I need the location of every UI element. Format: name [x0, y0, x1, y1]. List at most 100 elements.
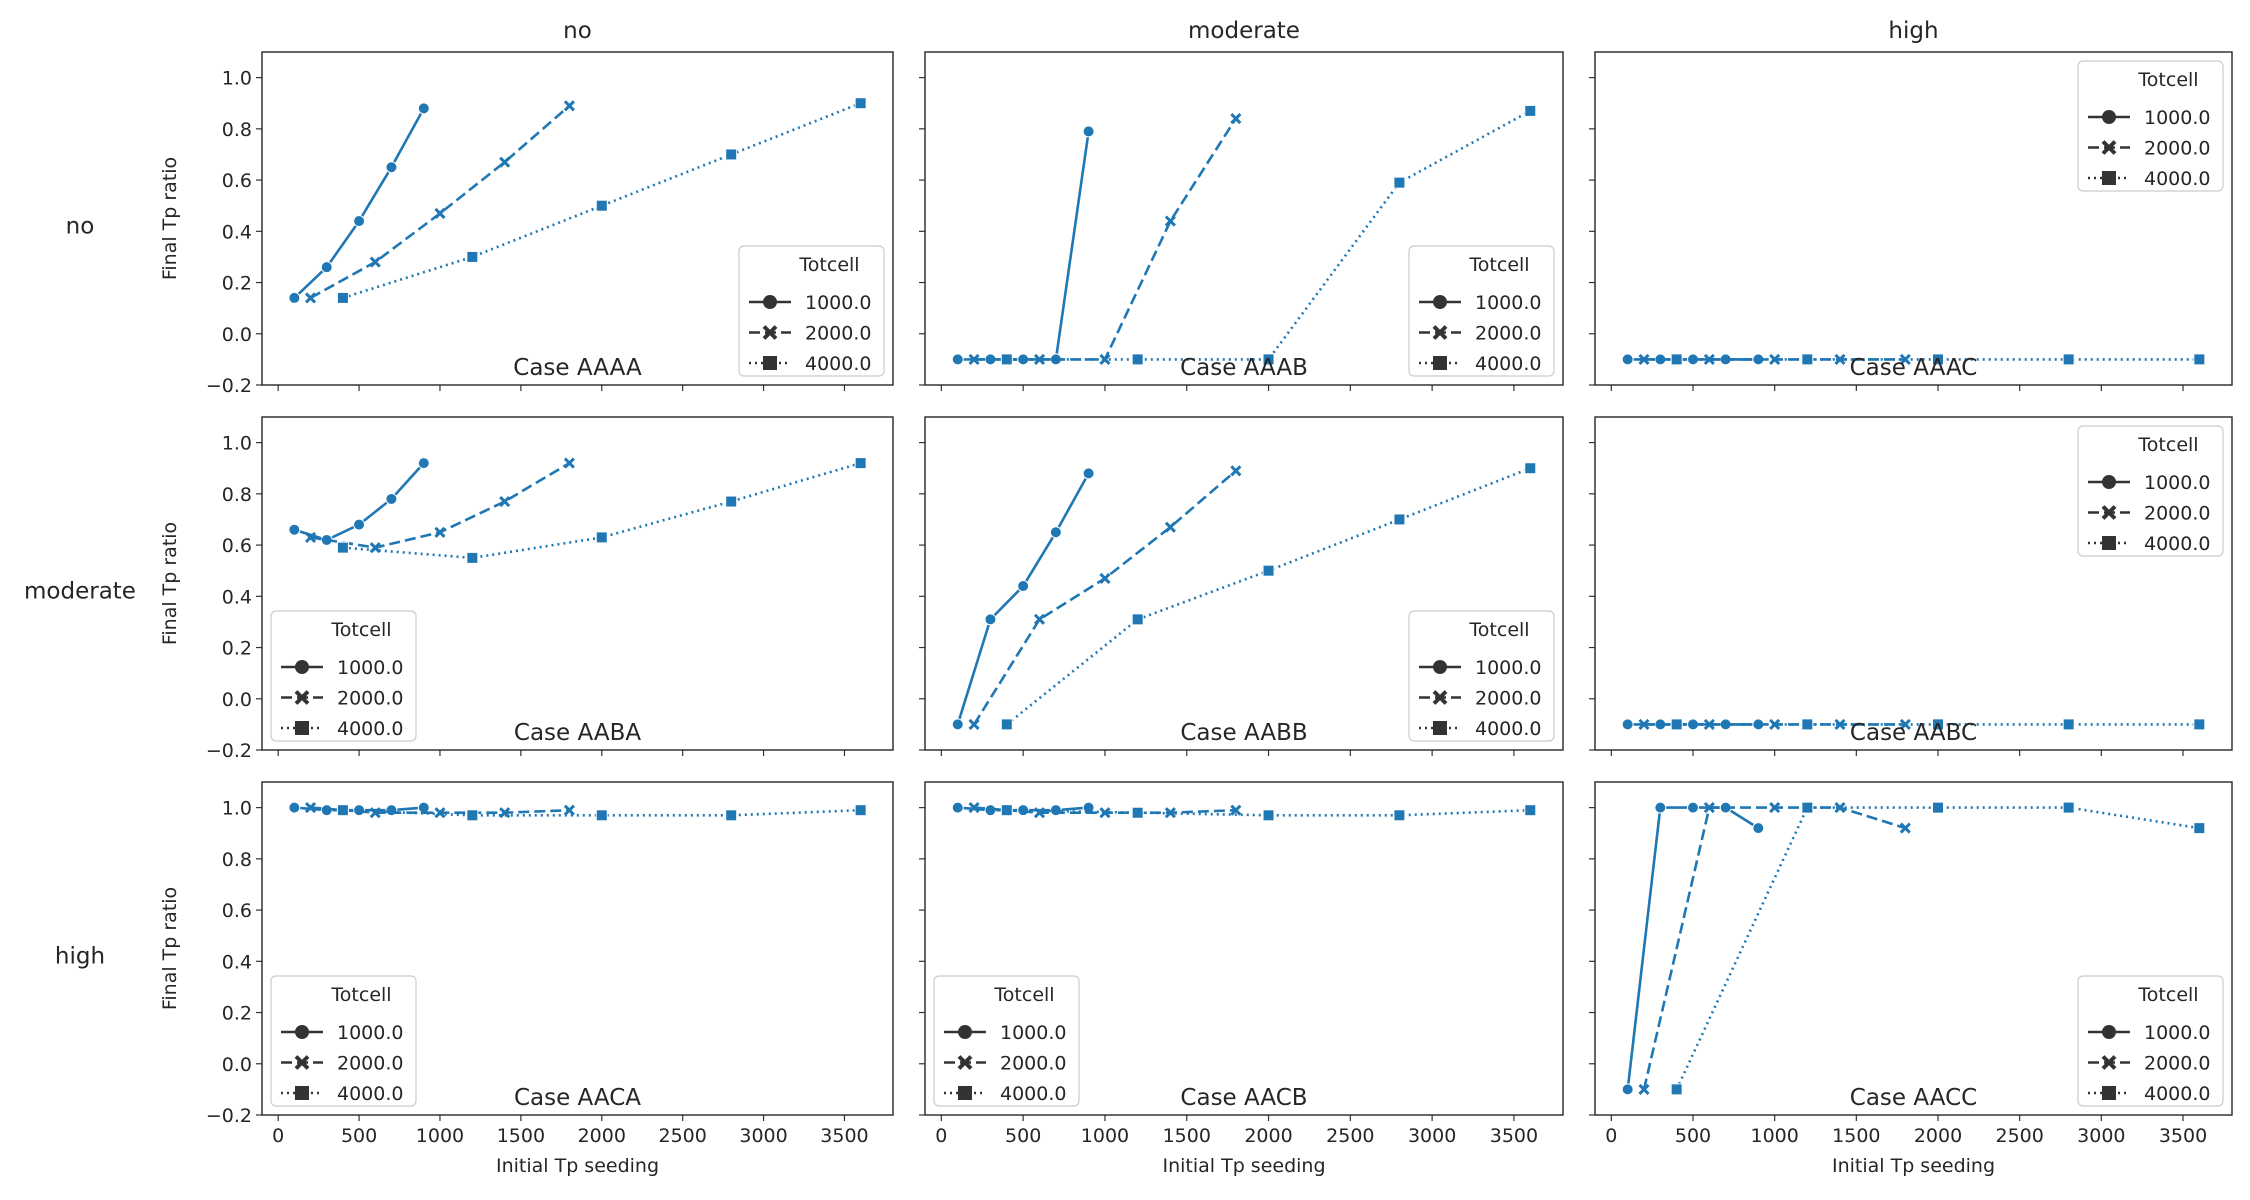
legend-box: [1408, 610, 1555, 742]
x-axis-label: Initial Tp seeding: [1832, 1155, 1995, 1177]
data-point: [1801, 801, 1814, 814]
legend-label: 2000.0: [1000, 1053, 1066, 1075]
data-point: [336, 291, 349, 304]
data-point: [968, 802, 980, 814]
data-point: [2193, 718, 2206, 731]
y-tick-label: 0.0: [222, 1054, 252, 1076]
x-tick-label: 2500: [1326, 1125, 1374, 1147]
legend-marker: [295, 1086, 309, 1100]
data-point: [288, 801, 301, 814]
data-point: [725, 809, 738, 822]
y-tick-label: −0.2: [206, 740, 252, 762]
data-point: [951, 718, 964, 731]
x-tick-label: 1000: [1081, 1125, 1129, 1147]
data-point: [1230, 804, 1242, 816]
series-line: [957, 131, 1090, 361]
panel: Case AAAB Totcell 1000.0 2000.0 4000.0: [919, 51, 1564, 391]
case-label: Case AAAB: [1180, 355, 1308, 381]
panel-frame: [924, 51, 1564, 386]
data-point: [595, 809, 608, 822]
data-point: [1033, 807, 1046, 819]
data-point: [1899, 822, 1911, 834]
legend-label: 4000.0: [337, 1083, 403, 1105]
data-point: [466, 551, 479, 564]
legend-label: 4000.0: [2144, 1083, 2210, 1105]
series-line: [342, 461, 861, 560]
data-point: [1932, 353, 1944, 366]
data-point: [385, 161, 398, 174]
data-point: [385, 492, 398, 505]
data-point: [288, 523, 301, 536]
panel-frame: [261, 416, 894, 751]
data-point: [1131, 806, 1144, 819]
data-point: [1000, 718, 1013, 731]
x-tick-label: 1500: [1163, 1125, 1211, 1147]
panel: 0 500 1000 1500 2000 2500 3000 3500 Case AACB Tot…: [919, 781, 1564, 1147]
legend-label: 2000.0: [805, 323, 871, 345]
y-tick-label: 0.4: [222, 586, 252, 608]
y-axis-label: Final Tp ratio: [159, 887, 181, 1010]
case-label: Case AABC: [1850, 720, 1977, 746]
case-label: Case AACA: [514, 1085, 641, 1111]
legend-marker: [1432, 325, 1448, 340]
data-point: [466, 809, 479, 822]
data-point: [1670, 353, 1683, 366]
legend-label: 2000.0: [1475, 688, 1541, 710]
data-point: [854, 457, 867, 470]
data-point: [1082, 125, 1095, 138]
panel: 0 500 1000 1500 2000 2500 3000 3500 Case AACC Tot…: [1589, 781, 2233, 1147]
data-point: [1164, 215, 1176, 227]
legend-title: Totcell: [330, 984, 391, 1006]
legend-marker: [1433, 295, 1447, 309]
legend-label: 4000.0: [1475, 353, 1541, 375]
legend: Totcell 1000.0 2000.0 4000.0: [2077, 60, 2224, 192]
data-point: [1524, 104, 1537, 117]
panel-frame: [261, 51, 894, 386]
data-point: [304, 802, 317, 814]
legend-marker: [957, 1055, 973, 1070]
legend-marker: [2101, 1055, 2117, 1070]
data-point: [499, 807, 511, 819]
x-tick-label: 1500: [497, 1125, 545, 1147]
data-point: [1703, 718, 1715, 730]
data-point: [288, 291, 301, 304]
data-point: [1654, 801, 1667, 814]
data-point: [1621, 1083, 1634, 1096]
legend-marker: [294, 690, 310, 705]
data-point: [1524, 804, 1537, 817]
y-tick-label: 0.2: [222, 1003, 252, 1025]
data-point: [2193, 822, 2206, 835]
data-point: [353, 215, 366, 228]
y-tick-label: 0.2: [222, 273, 252, 295]
data-point: [434, 207, 446, 219]
x-tick-label: 1000: [416, 1125, 464, 1147]
data-point: [1801, 718, 1814, 731]
data-point: [2062, 801, 2075, 814]
data-point: [1393, 809, 1406, 822]
legend-marker: [763, 356, 777, 370]
legend-title: Totcell: [2137, 69, 2198, 91]
data-point: [951, 353, 964, 366]
series-line: [956, 472, 1090, 725]
legend-label: 4000.0: [1000, 1083, 1066, 1105]
legend-marker: [958, 1025, 972, 1039]
y-tick-label: 0.2: [222, 638, 252, 660]
data-point: [595, 199, 608, 212]
panel: −0.2 0.0 0.2 0.4 0.6 0.8 1.0 Case AAAA Totcell 10…: [206, 51, 894, 397]
data-point: [336, 541, 349, 554]
y-tick-label: 0.8: [222, 119, 252, 141]
data-point: [1164, 521, 1176, 533]
legend-title: Totcell: [2137, 984, 2198, 1006]
data-point: [725, 148, 738, 161]
legend-label: 4000.0: [337, 718, 403, 740]
series-line: [310, 461, 571, 549]
y-tick-label: 1.0: [222, 68, 252, 90]
legend-box: [738, 245, 885, 377]
data-point: [1769, 802, 1781, 814]
legend-marker: [1433, 721, 1447, 735]
data-point: [1000, 804, 1013, 817]
legend-label: 4000.0: [2144, 533, 2210, 555]
legend-label: 1000.0: [2144, 107, 2210, 129]
case-label: Case AACC: [1850, 1085, 1977, 1111]
